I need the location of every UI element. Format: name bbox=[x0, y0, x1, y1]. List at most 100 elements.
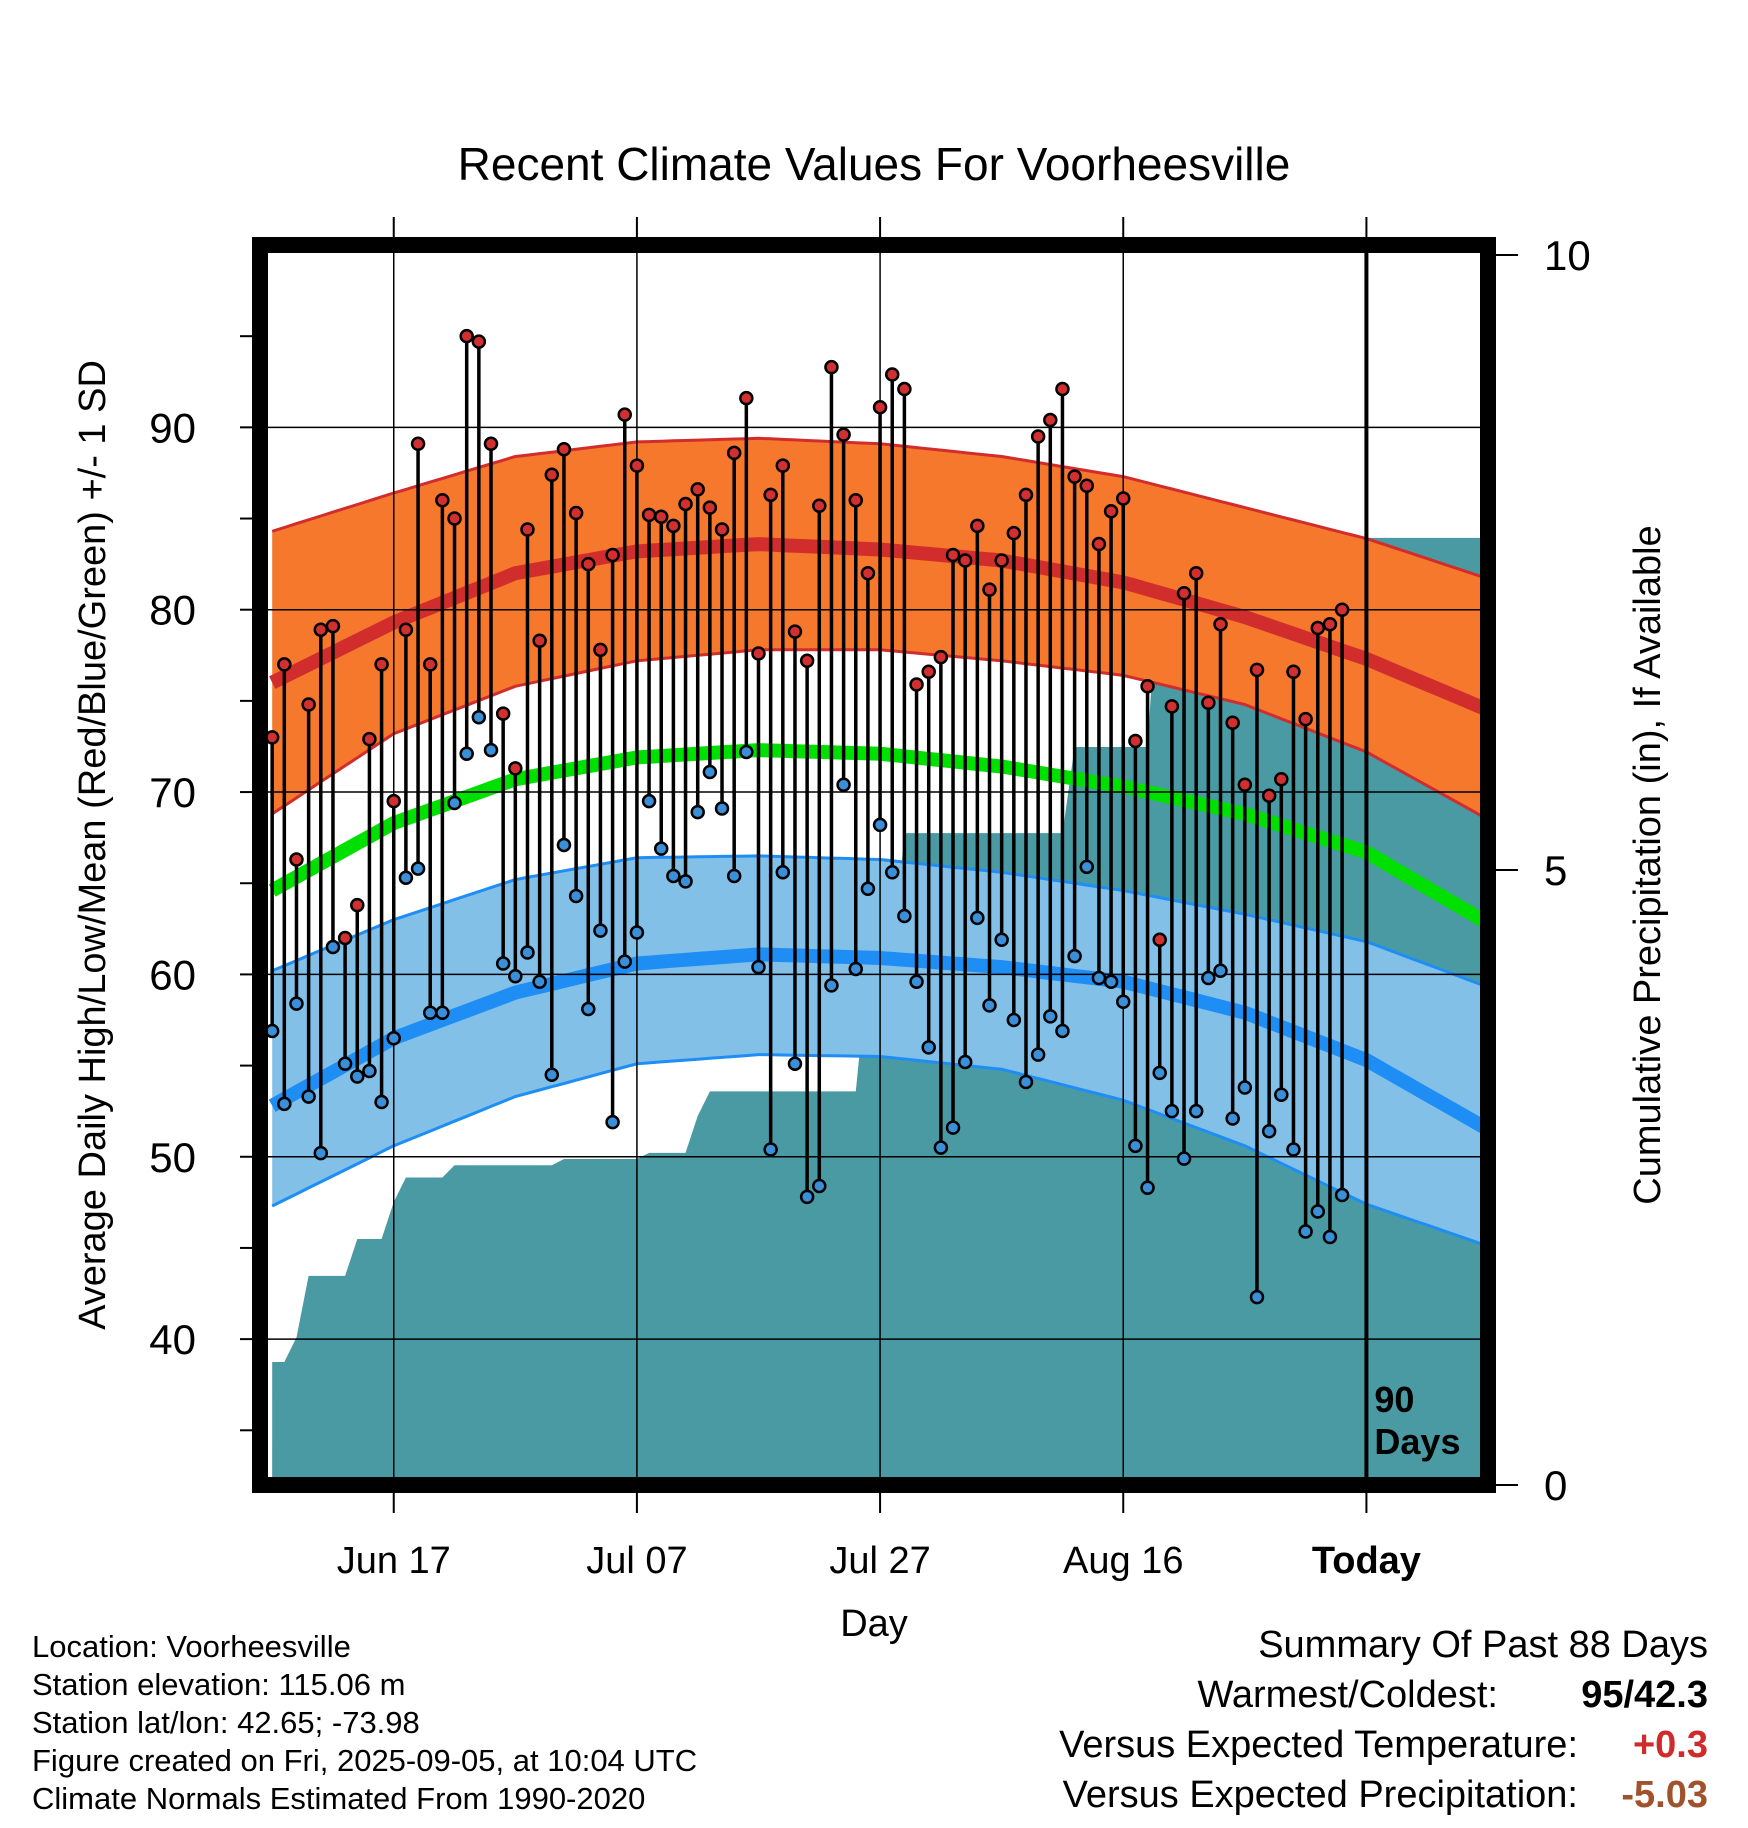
daily-high-point bbox=[277, 657, 292, 672]
daily-high-point bbox=[994, 553, 1009, 568]
daily-low-point bbox=[1079, 859, 1095, 875]
warmest-coldest-row: Warmest/Coldest: 95/42.3 bbox=[808, 1670, 1708, 1720]
daily-low-point bbox=[982, 998, 997, 1013]
daily-low-point bbox=[422, 1005, 438, 1020]
daily-low-point bbox=[301, 1089, 316, 1104]
y2-tick-label: 0 bbox=[1544, 1462, 1567, 1509]
daily-high-point bbox=[508, 761, 523, 776]
daily-high-point bbox=[775, 458, 791, 473]
latlon-text: Station lat/lon: 42.65; -73.98 bbox=[32, 1705, 420, 1740]
daily-low-point bbox=[544, 1067, 560, 1082]
y2-tick-label: 10 bbox=[1544, 232, 1591, 279]
temp-departure-label: Versus Expected Temperature: bbox=[1059, 1724, 1578, 1766]
daily-high-point bbox=[1201, 695, 1216, 710]
daily-low-point bbox=[568, 888, 584, 904]
daily-low-point bbox=[1249, 1289, 1265, 1305]
created-text: Figure created on Fri, 2025-09-05, at 10… bbox=[32, 1743, 698, 1778]
daily-low-point bbox=[872, 817, 888, 833]
daily-low-point bbox=[483, 742, 499, 758]
daily-low-point bbox=[1201, 970, 1216, 986]
daily-high-point bbox=[1310, 620, 1326, 636]
daily-low-point bbox=[702, 764, 718, 780]
station-metadata: Location: Voorheesville Station elevatio… bbox=[32, 1628, 697, 1818]
daily-low-point bbox=[1055, 1023, 1070, 1039]
daily-high-point bbox=[1286, 664, 1301, 679]
daily-high-point bbox=[945, 547, 961, 563]
daily-low-point bbox=[1213, 963, 1228, 979]
daily-high-point bbox=[921, 664, 936, 679]
daily-low-point bbox=[459, 746, 474, 762]
daily-high-point bbox=[726, 445, 742, 461]
x-axis-label: Day bbox=[840, 1603, 908, 1645]
daily-high-point bbox=[812, 498, 827, 514]
daily-low-point bbox=[410, 861, 426, 876]
daily-high-point bbox=[1079, 478, 1095, 493]
daily-high-point bbox=[471, 334, 487, 349]
daily-low-point bbox=[1261, 1123, 1277, 1139]
daily-low-point bbox=[508, 968, 523, 984]
daily-high-point bbox=[751, 646, 766, 661]
daily-high-point bbox=[982, 582, 997, 597]
daily-high-point bbox=[495, 706, 511, 721]
daily-low-point bbox=[1067, 948, 1082, 964]
daily-low-point bbox=[653, 841, 669, 856]
daily-low-point bbox=[617, 954, 633, 969]
daily-high-point bbox=[483, 436, 499, 452]
daily-low-point bbox=[1152, 1065, 1167, 1081]
daily-low-point bbox=[884, 865, 900, 880]
daily-high-point bbox=[362, 731, 377, 747]
daily-high-point bbox=[289, 852, 304, 867]
y-tick-label: 80 bbox=[149, 587, 196, 634]
chart-title: Recent Climate Values For Voorheesville bbox=[458, 138, 1291, 190]
daily-low-point bbox=[909, 974, 924, 989]
daily-high-point bbox=[1043, 412, 1058, 428]
daily-low-point bbox=[714, 801, 730, 816]
daily-high-point bbox=[398, 622, 414, 638]
daily-low-point bbox=[1322, 1229, 1338, 1245]
x-tick-label: Aug 16 bbox=[1063, 1540, 1183, 1582]
daily-high-point bbox=[617, 407, 633, 422]
plot-frame bbox=[252, 237, 1496, 1493]
daily-high-point bbox=[1322, 617, 1338, 632]
daily-low-point bbox=[313, 1145, 329, 1161]
daily-low-point bbox=[787, 1056, 803, 1072]
daily-high-point bbox=[1152, 932, 1167, 948]
daily-low-point bbox=[337, 1056, 353, 1072]
daily-low-point bbox=[1006, 1012, 1022, 1028]
daily-high-point bbox=[410, 436, 426, 452]
daily-high-point bbox=[1018, 487, 1034, 503]
daily-high-point bbox=[702, 500, 718, 515]
daily-low-point bbox=[1115, 994, 1131, 1010]
daily-low-point bbox=[471, 710, 487, 725]
daily-high-point bbox=[1261, 788, 1277, 803]
x-tick-label: Jun 17 bbox=[337, 1540, 451, 1582]
daily-high-point bbox=[1030, 429, 1046, 444]
daily-high-point bbox=[447, 511, 462, 526]
daily-high-point bbox=[1176, 586, 1192, 601]
summary-title: Summary Of Past 88 Days bbox=[1258, 1624, 1708, 1666]
daily-low-point bbox=[921, 1040, 936, 1055]
daily-high-point bbox=[1225, 715, 1240, 731]
daily-low-point bbox=[641, 793, 657, 809]
daily-high-point bbox=[739, 390, 754, 406]
daily-low-point bbox=[1030, 1047, 1046, 1062]
daily-low-point bbox=[1018, 1074, 1034, 1090]
daily-high-point bbox=[884, 367, 900, 382]
daily-low-point bbox=[593, 923, 608, 938]
daily-high-point bbox=[556, 441, 572, 457]
daily-high-point bbox=[1067, 469, 1082, 484]
daily-low-point bbox=[520, 945, 535, 960]
daily-high-point bbox=[1188, 565, 1204, 581]
daily-low-point bbox=[824, 978, 839, 993]
daily-high-point bbox=[1055, 381, 1070, 397]
daily-high-point bbox=[1140, 679, 1155, 694]
daily-high-point bbox=[957, 553, 973, 568]
y-tick-label: 90 bbox=[149, 404, 196, 451]
daily-low-point bbox=[994, 932, 1009, 948]
warmest-value: 95 bbox=[1581, 1674, 1624, 1716]
daily-high-point bbox=[568, 505, 584, 521]
daily-high-point bbox=[897, 381, 912, 397]
daily-high-point bbox=[787, 624, 803, 639]
daily-low-point bbox=[556, 837, 572, 853]
daily-high-point bbox=[1213, 617, 1228, 632]
